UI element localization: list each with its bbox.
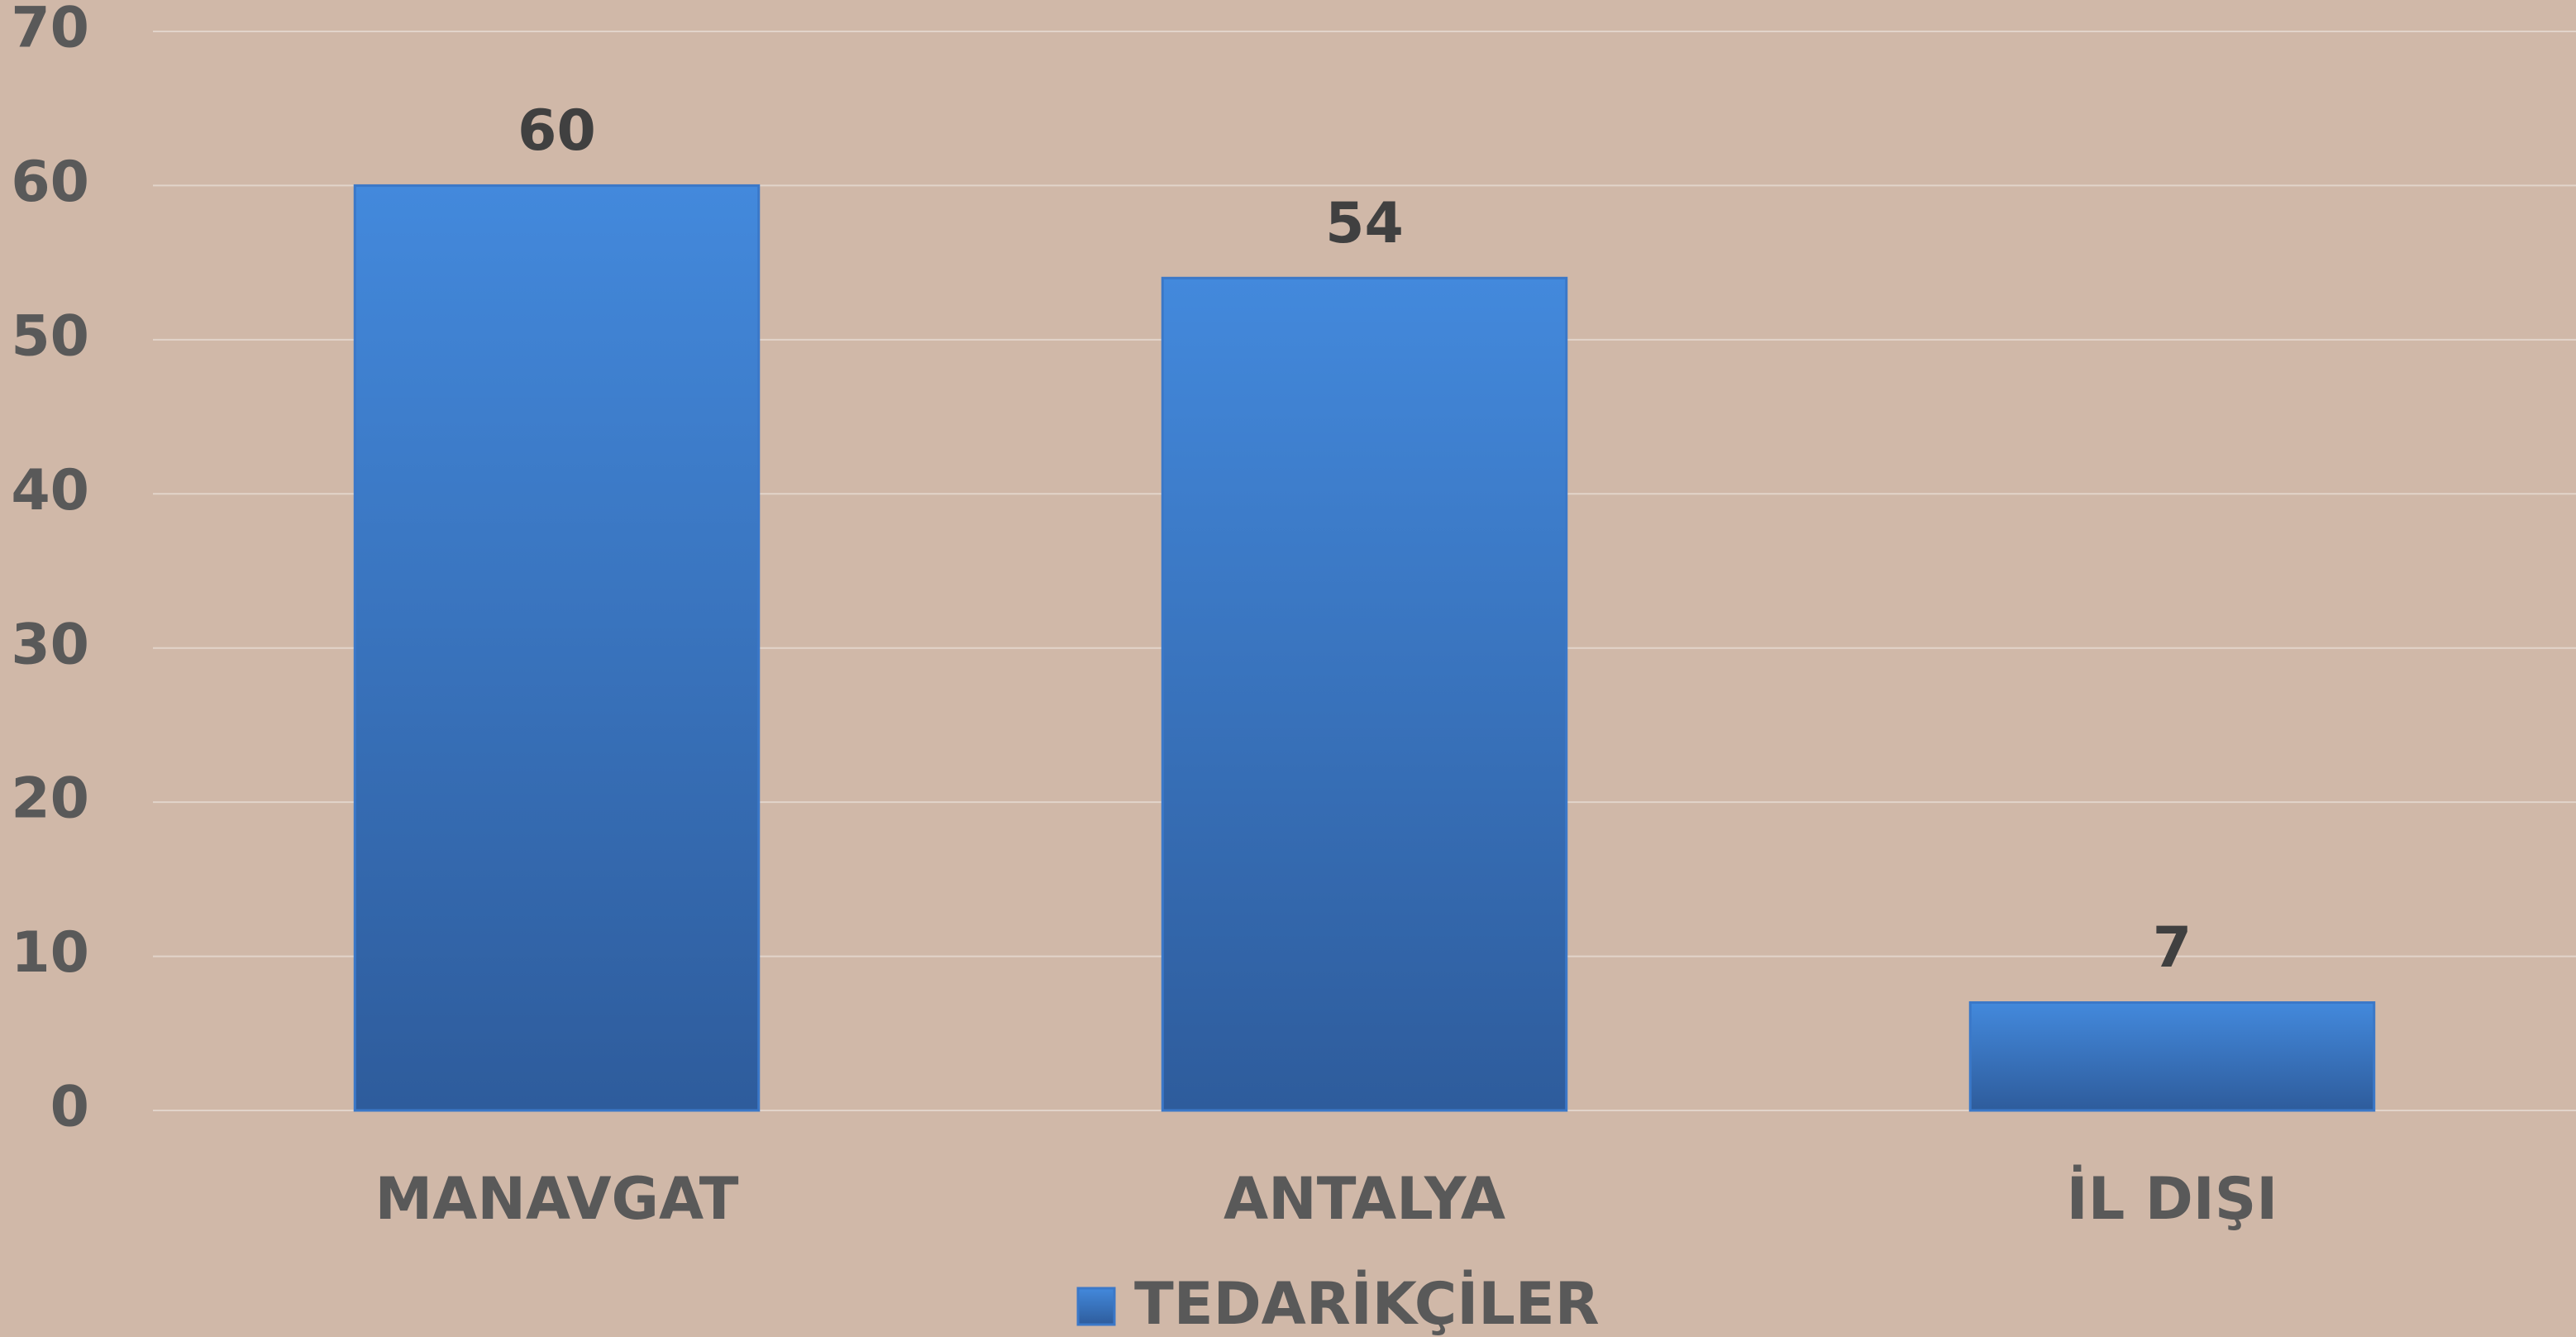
legend-label: TEDARİKÇİLER [1134, 1270, 1600, 1337]
y-tick-label: 40 [11, 458, 89, 523]
x-tick-label: ANTALYA [1224, 1165, 1505, 1233]
data-label: 60 [518, 98, 596, 164]
data-label: 7 [2153, 915, 2192, 981]
x-tick-label: İL DIŞI [2067, 1165, 2278, 1233]
bar [1161, 276, 1568, 1112]
bar [353, 184, 761, 1112]
y-tick-label: 0 [50, 1075, 89, 1140]
y-tick-label: 60 [11, 150, 89, 215]
y-tick-label: 10 [11, 920, 89, 986]
y-tick-label: 50 [11, 303, 89, 369]
bar [1968, 1001, 2376, 1112]
y-tick-label: 70 [11, 0, 89, 61]
data-label: 54 [1325, 191, 1404, 256]
x-tick-label: MANAVGAT [375, 1165, 739, 1233]
y-tick-label: 30 [11, 612, 89, 677]
y-tick-label: 20 [11, 766, 89, 832]
legend-swatch [1076, 1287, 1116, 1326]
